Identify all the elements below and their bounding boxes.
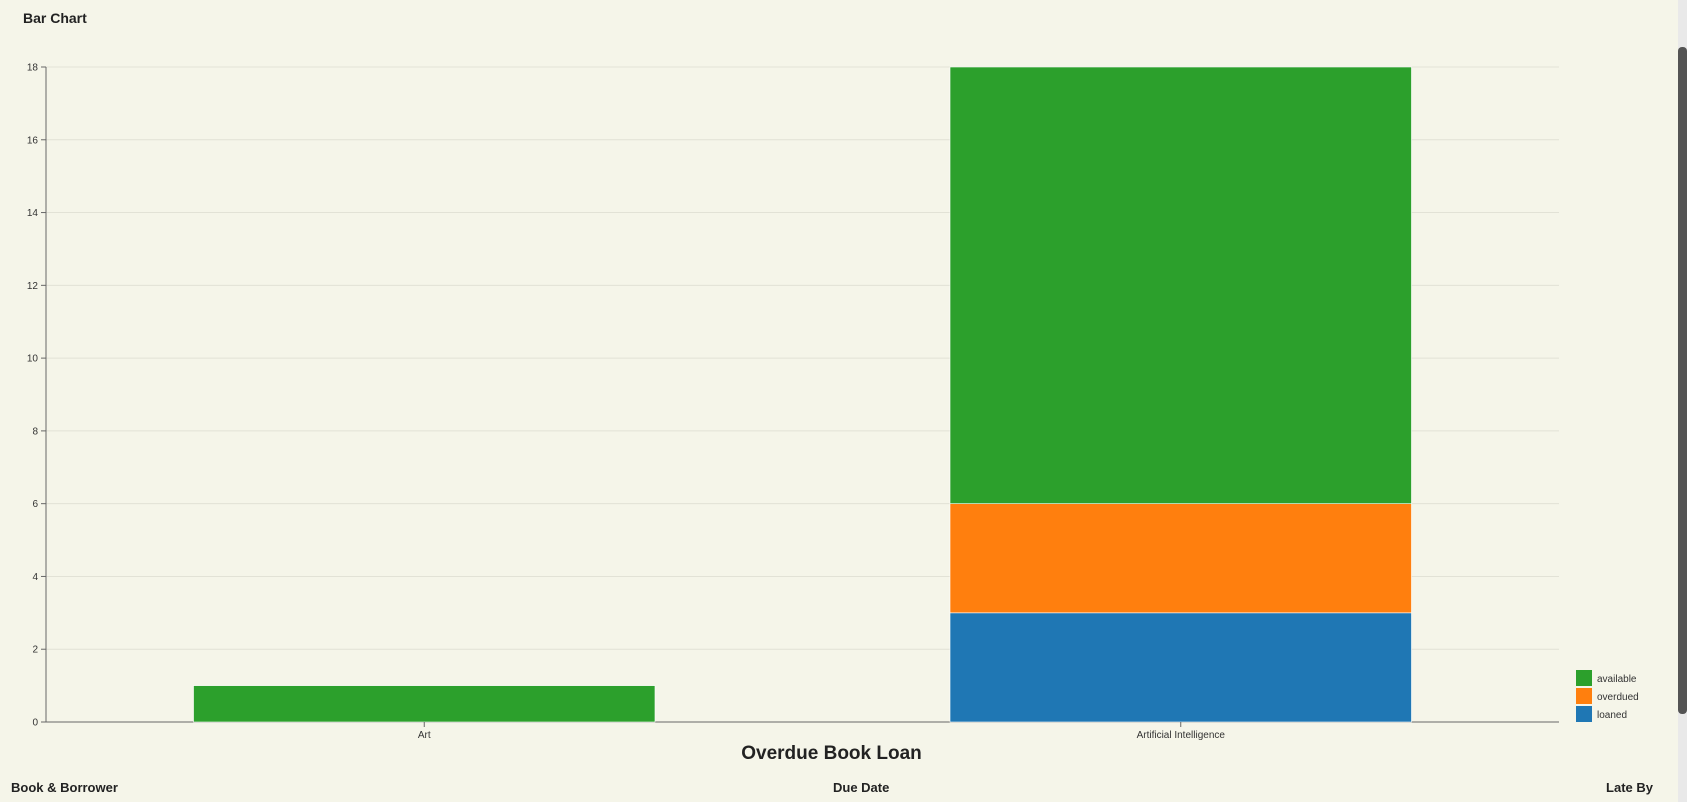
legend-swatch-overdued: [1576, 688, 1592, 704]
y-tick-label: 18: [27, 63, 39, 74]
x-tick-label: Art: [418, 730, 431, 741]
bar-available: [949, 66, 1412, 504]
y-tick-label: 14: [27, 208, 39, 219]
bar-overdued: [949, 503, 1412, 614]
y-tick-label: 0: [32, 718, 38, 729]
y-tick-label: 10: [27, 354, 39, 365]
y-tick-label: 8: [32, 426, 38, 437]
chart-title: Overdue Book Loan: [741, 743, 922, 764]
bar-available: [193, 685, 656, 723]
legend-label-available: available: [1597, 674, 1637, 685]
y-tick-label: 4: [32, 572, 38, 583]
legend-label-loaned: loaned: [1597, 710, 1627, 721]
y-tick-label: 6: [32, 499, 38, 510]
y-tick-label: 2: [32, 645, 38, 656]
bar-loaned: [949, 612, 1412, 723]
y-tick-label: 12: [27, 281, 39, 292]
page-label: Bar Chart: [23, 10, 87, 26]
legend-label-overdued: overdued: [1597, 692, 1639, 703]
x-tick-label: Artificial Intelligence: [1137, 730, 1226, 741]
column-header-due-date[interactable]: Due Date: [833, 780, 890, 795]
column-header-book-borrower[interactable]: Book & Borrower: [11, 780, 118, 795]
legend-swatch-available: [1576, 670, 1592, 686]
legend-swatch-loaned: [1576, 706, 1592, 722]
scrollbar-thumb[interactable]: [1678, 47, 1687, 714]
overdue-bar-chart: 0 2 4 6 8 10 12 14 16 18 Art Artificial Intelligenc…: [27, 63, 1639, 742]
y-tick-label: 16: [27, 135, 39, 146]
column-header-late-by[interactable]: Late By: [1606, 780, 1653, 795]
vertical-scrollbar[interactable]: [1678, 0, 1687, 802]
